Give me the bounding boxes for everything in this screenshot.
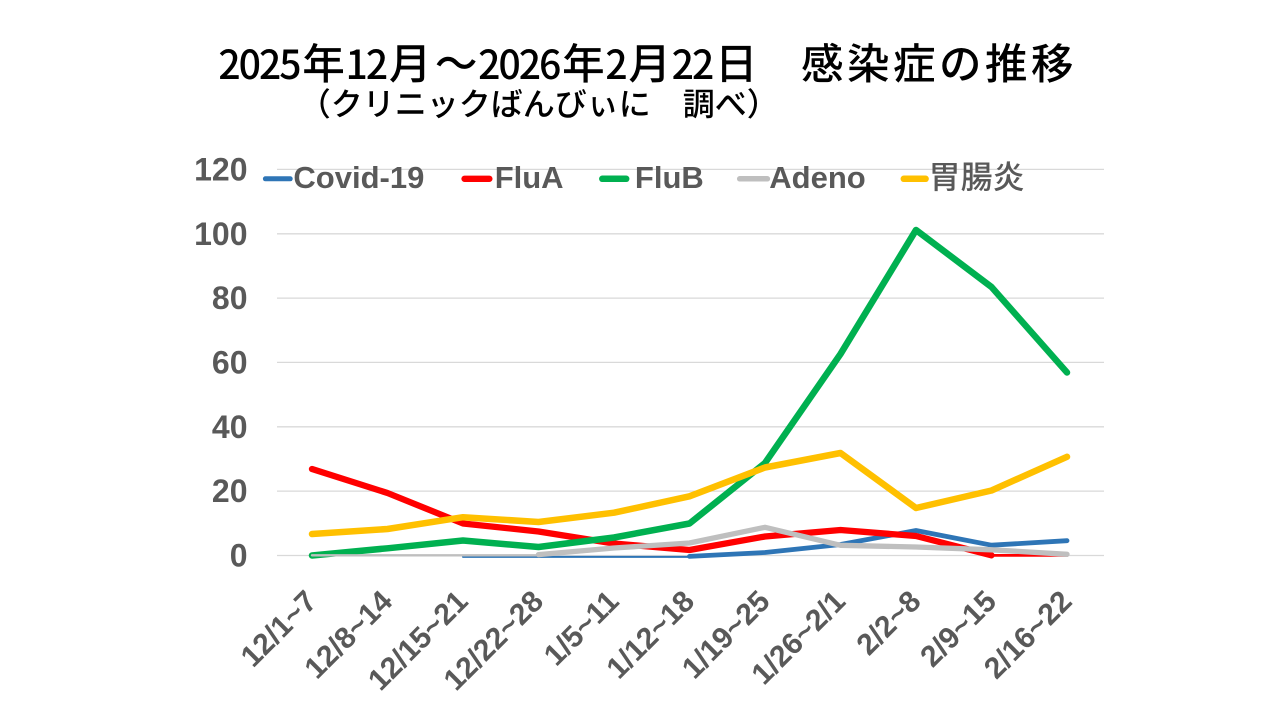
svg-text:100: 100 [194,216,247,252]
svg-text:120: 120 [194,151,247,187]
svg-text:40: 40 [212,409,248,445]
svg-text:0: 0 [230,538,248,574]
svg-text:80: 80 [212,280,248,316]
svg-text:FluB: FluB [635,160,704,195]
svg-text:20: 20 [212,473,248,509]
svg-text:FluA: FluA [495,160,564,195]
svg-text:Covid-19: Covid-19 [293,160,424,195]
svg-text:Adeno: Adeno [769,160,865,195]
svg-text:60: 60 [212,344,248,380]
